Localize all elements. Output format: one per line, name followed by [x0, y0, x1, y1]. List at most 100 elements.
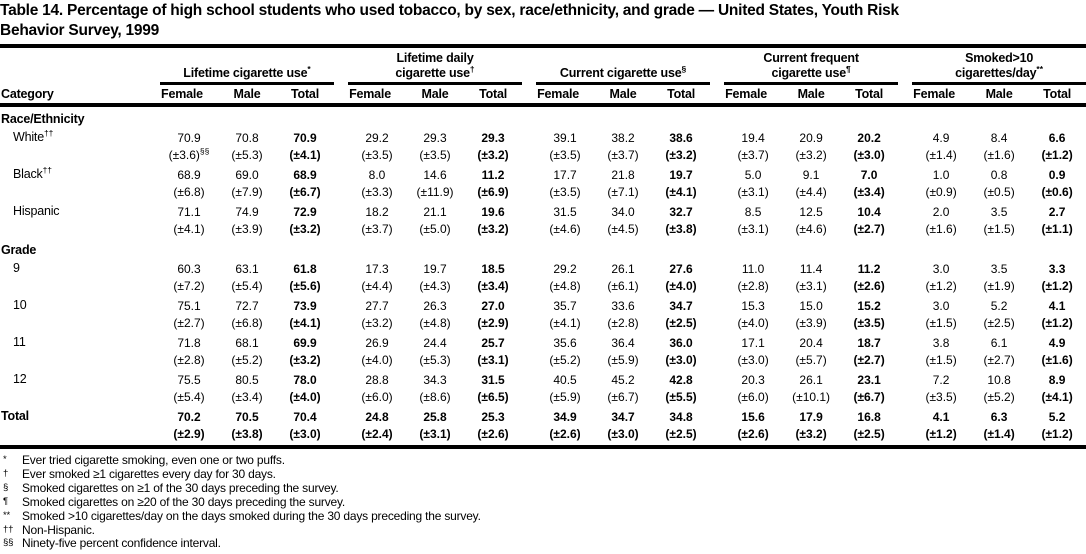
data-cell: 7.0 (±3.4)	[840, 164, 898, 201]
cell-value: 2.7	[1048, 205, 1066, 219]
data-cell: 3.0 (±1.5)	[898, 295, 970, 332]
cell-value: 38.6	[669, 131, 693, 145]
cell-confidence-interval: (±4.3)	[419, 279, 451, 293]
data-cell: 5.2 (±2.5)	[970, 295, 1028, 332]
cell-confidence-interval: (±4.4)	[361, 279, 393, 293]
cell-confidence-interval: (±1.6)	[925, 222, 957, 236]
category-header-spacer	[0, 49, 146, 85]
data-cell: 5.0 (±3.1)	[710, 164, 782, 201]
data-cell: 26.1 (±6.1)	[594, 258, 652, 295]
cell-value: 26.3	[423, 299, 447, 313]
cell-value: 70.5	[235, 410, 259, 424]
female-column-header: Female	[522, 85, 595, 107]
cell-value: 35.6	[553, 336, 577, 350]
cell-value: 33.6	[611, 299, 635, 313]
cell-confidence-interval: (±1.2)	[1041, 427, 1073, 441]
data-cell: 70.5 (±3.8)	[218, 406, 276, 443]
cell-value: 5.0	[744, 168, 762, 182]
cell-confidence-interval: (±3.3)	[361, 185, 393, 199]
section-label: Race/Ethnicity	[1, 112, 85, 126]
cell-value: 31.5	[553, 205, 577, 219]
cell-confidence-interval: (±2.6)	[549, 427, 581, 441]
cell-confidence-interval: (±3.0)	[853, 148, 885, 162]
data-cell: 27.6 (±4.0)	[652, 258, 710, 295]
cell-confidence-interval: (±3.1)	[737, 222, 769, 236]
cell-value: 12.5	[799, 205, 823, 219]
cell-value: 34.9	[553, 410, 577, 424]
footnote: ** Smoked >10 cigarettes/day on the days …	[1, 509, 1086, 524]
cell-value: 9.1	[802, 168, 820, 182]
cell-confidence-interval: (±4.8)	[549, 279, 581, 293]
cell-value: 71.8	[177, 336, 201, 350]
cell-confidence-interval: (±2.5)	[853, 427, 885, 441]
cell-value: 10.4	[857, 205, 881, 219]
data-cell: 32.7 (±3.8)	[652, 201, 710, 238]
footnote-divider-rule	[0, 445, 1086, 449]
data-cell: 26.9 (±4.0)	[334, 332, 406, 369]
data-cell: 8.0 (±3.3)	[334, 164, 406, 201]
footnote: * Ever tried cigarette smoking, even one …	[1, 453, 1086, 468]
cell-confidence-interval: (±3.0)	[665, 353, 697, 367]
data-cell: 80.5 (±3.4)	[218, 369, 276, 406]
data-cell: 35.7 (±4.1)	[522, 295, 594, 332]
data-cell: 28.8 (±6.0)	[334, 369, 406, 406]
total-column-header: Total	[840, 85, 899, 107]
cell-confidence-interval: (±5.3)	[231, 148, 263, 162]
cell-value: 3.5	[990, 205, 1008, 219]
data-cell: 71.1 (±4.1)	[146, 201, 218, 238]
data-cell: 73.9 (±4.1)	[276, 295, 334, 332]
cell-value: 68.1	[235, 336, 259, 350]
male-column-header: Male	[970, 85, 1029, 107]
cell-confidence-interval: (±4.1)	[173, 222, 205, 236]
cell-confidence-interval: (±6.5)	[477, 390, 509, 404]
cell-confidence-interval: (±11.9)	[416, 185, 454, 199]
footnote-text: Smoked cigarettes on ≥1 of the 30 days p…	[22, 480, 339, 495]
cell-value: 4.9	[1048, 336, 1066, 350]
cell-value: 70.8	[235, 131, 259, 145]
data-cell: 4.1 (±1.2)	[1028, 295, 1086, 332]
row-category: Black††	[13, 164, 53, 181]
data-cell: 26.1 (±10.1)	[782, 369, 840, 406]
data-cell: 9.1 (±4.4)	[782, 164, 840, 201]
cell-value: 10.8	[987, 373, 1011, 387]
data-cell: 4.9 (±1.4)	[898, 127, 970, 164]
data-cell: 34.3 (±8.6)	[406, 369, 464, 406]
data-cell: 24.4 (±5.3)	[406, 332, 464, 369]
cell-value: 3.0	[932, 262, 950, 276]
cell-confidence-interval: (±3.1)	[795, 279, 827, 293]
cell-confidence-interval: (±2.7)	[853, 222, 885, 236]
cell-value: 0.8	[990, 168, 1008, 182]
footnote-marker: **	[3, 509, 10, 521]
data-cell: 3.8 (±1.5)	[898, 332, 970, 369]
cell-confidence-interval: (±3.2)	[477, 148, 509, 162]
data-cell: 3.5 (±1.9)	[970, 258, 1028, 295]
data-cell: 15.0 (±3.9)	[782, 295, 840, 332]
cell-value: 72.9	[293, 205, 317, 219]
cell-value: 17.7	[553, 168, 577, 182]
data-cell: 18.5 (±3.4)	[464, 258, 522, 295]
cell-value: 17.3	[365, 262, 389, 276]
cell-value: 70.9	[177, 131, 201, 145]
data-cell: 70.2 (±2.9)	[146, 406, 218, 443]
data-cell: 20.4 (±5.7)	[782, 332, 840, 369]
data-cell: 11.2 (±2.6)	[840, 258, 898, 295]
data-cell: 29.3 (±3.5)	[406, 127, 464, 164]
cell-confidence-interval: (±3.4)	[853, 185, 885, 199]
cell-value: 1.0	[932, 168, 950, 182]
cell-confidence-interval: (±4.0)	[289, 390, 321, 404]
data-cell: 6.1 (±2.7)	[970, 332, 1028, 369]
footnote-marker: §	[3, 481, 9, 493]
cell-confidence-interval: (±1.4)	[983, 427, 1015, 441]
cell-value: 15.6	[741, 410, 765, 424]
cell-value: 5.2	[990, 299, 1008, 313]
cell-confidence-interval: (±1.2)	[925, 279, 957, 293]
cell-value: 7.2	[932, 373, 950, 387]
footnote-marker-ref: †	[469, 63, 475, 74]
cell-value: 15.3	[741, 299, 765, 313]
row-category: Total	[1, 409, 29, 423]
cell-value: 21.8	[611, 168, 635, 182]
data-cell: 34.7 (±2.5)	[652, 295, 710, 332]
data-cell: 7.2 (±3.5)	[898, 369, 970, 406]
section-row: Grade	[0, 238, 1086, 258]
